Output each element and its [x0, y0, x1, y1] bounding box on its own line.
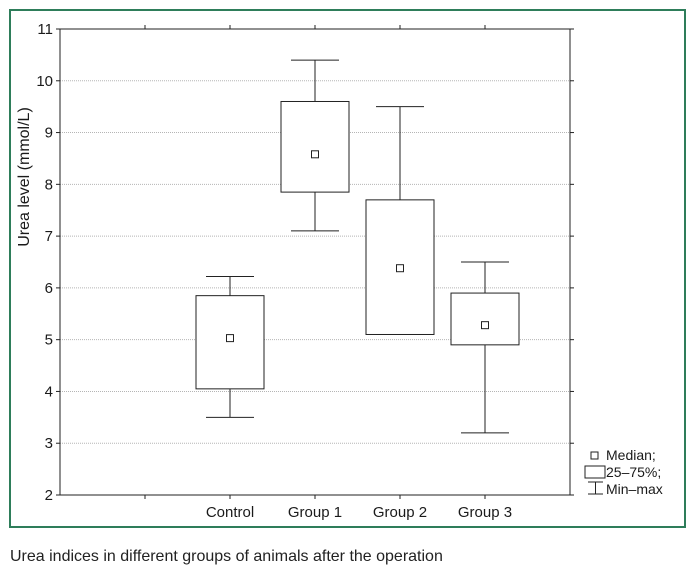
legend-label: 25–75%;: [606, 464, 661, 480]
legend: Median;25–75%;Min–max: [584, 447, 663, 497]
box-series: [195, 59, 520, 434]
median-marker: [481, 321, 489, 330]
y-tick-label: 8: [45, 176, 53, 193]
box-group: [195, 275, 265, 418]
figure-caption: Urea indices in different groups of anim…: [10, 548, 443, 565]
figure-frame: 2 3 4 5 6 7 8 9 10 11 Control Group 1 Group 2 Group …: [9, 9, 686, 528]
y-tick-label: 3: [45, 435, 53, 452]
box-group: [450, 261, 520, 434]
median-marker: [396, 264, 404, 273]
legend-label: Median;: [606, 447, 656, 463]
y-axis-label: Urea level (mmol/L): [16, 107, 33, 247]
x-tick-label: Group 3: [458, 504, 512, 521]
y-tick-label: 10: [36, 73, 53, 90]
y-tick-label: 6: [45, 280, 53, 297]
median-marker: [311, 150, 319, 159]
y-axis-ticks: 2 3 4 5 6 7 8 9 10 11: [36, 21, 574, 504]
box-group: [280, 59, 350, 232]
boxplot-chart: 2 3 4 5 6 7 8 9 10 11 Control Group 1 Group 2 Group …: [16, 21, 663, 521]
legend-box-symbol: [584, 465, 606, 479]
y-tick-label: 5: [45, 332, 53, 349]
y-tick-label: 4: [45, 383, 53, 400]
iqr-box: [195, 295, 265, 390]
y-tick-label: 11: [37, 21, 53, 38]
iqr-box: [280, 100, 350, 193]
box-group: [365, 106, 435, 335]
x-tick-label: Group 1: [288, 504, 342, 521]
iqr-box: [365, 199, 435, 335]
iqr-box: [450, 292, 520, 346]
y-tick-label: 7: [45, 228, 53, 245]
legend-label: Min–max: [606, 481, 663, 497]
x-tick-label: Control: [206, 504, 254, 521]
y-tick-label: 2: [45, 487, 53, 504]
x-axis-ticks: Control Group 1 Group 2 Group 3: [144, 25, 512, 521]
legend-median-symbol: [590, 451, 599, 460]
y-tick-label: 9: [45, 125, 53, 142]
x-tick-label: Group 2: [373, 504, 427, 521]
median-marker: [226, 334, 234, 343]
